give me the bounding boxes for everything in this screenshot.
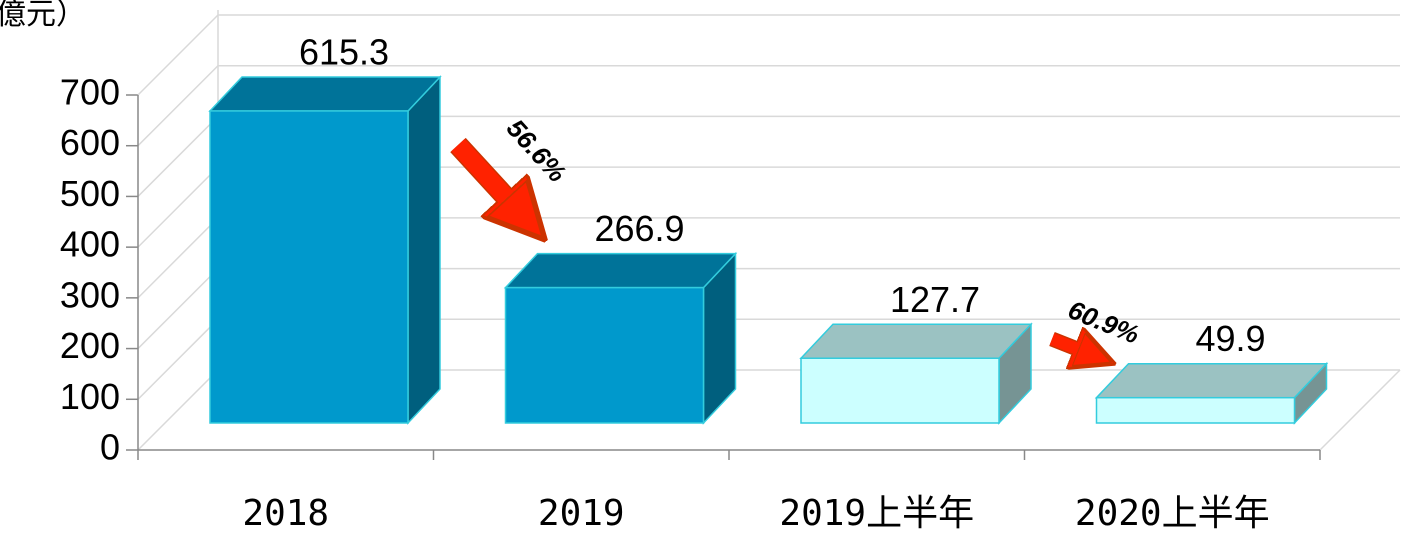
x-tick-label: 2019 <box>538 493 625 534</box>
x-tick-label: 2019上半年 <box>779 493 974 534</box>
bar-top <box>799 323 1033 359</box>
bar-top <box>503 252 738 289</box>
bar-side <box>407 75 441 425</box>
bar <box>1095 396 1296 424</box>
annotation: 56.6% <box>501 113 573 188</box>
y-tick-label: 600 <box>60 122 120 163</box>
value-label: 127.7 <box>890 279 980 320</box>
x-tick-label: 2018 <box>242 493 329 534</box>
value-label: 49.9 <box>1195 318 1265 359</box>
arrow <box>1049 339 1095 356</box>
bar-top <box>1094 362 1329 399</box>
arrow <box>451 138 525 218</box>
y-tick-label: 500 <box>60 173 120 214</box>
grid-line <box>137 14 1400 96</box>
grid-line <box>137 64 1400 147</box>
value-label: 615.3 <box>299 31 389 72</box>
y-tick-label: 200 <box>60 325 120 366</box>
y-tick-label: 100 <box>60 376 120 417</box>
bar <box>209 110 409 424</box>
y-tick-label: 700 <box>60 72 120 113</box>
y-tick-label: 400 <box>60 224 120 265</box>
y-tick-label: 0 <box>100 427 120 468</box>
unit-label: 億元） <box>0 0 86 32</box>
bar-top <box>208 76 442 112</box>
bar <box>504 286 705 424</box>
floor-edge <box>1319 369 1401 451</box>
x-tick-label: 2020上半年 <box>1075 493 1270 534</box>
value-label: 266.9 <box>594 208 684 249</box>
y-tick-label: 300 <box>60 274 120 315</box>
bar <box>800 357 1000 424</box>
